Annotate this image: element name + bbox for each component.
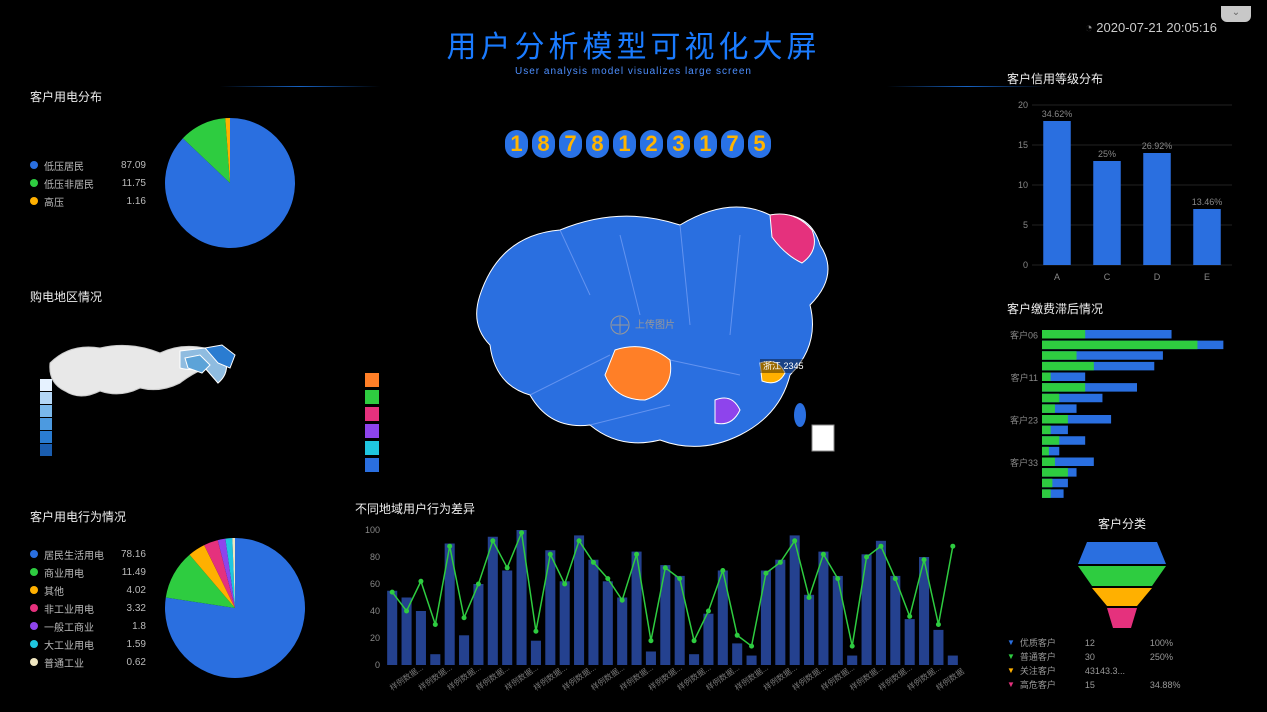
svg-text:0: 0 xyxy=(1023,260,1028,270)
legend-item: 居民生活用电78.16 xyxy=(30,547,146,562)
counter-digit: 3 xyxy=(667,130,690,158)
map-legend-swatch xyxy=(365,458,379,472)
legend-item: 商业用电11.49 xyxy=(30,565,146,580)
map-legend-swatch xyxy=(365,373,379,387)
map-legend xyxy=(365,370,379,475)
counter-digit: 8 xyxy=(532,130,555,158)
late-chart: 客户06 客户11 客户23 客户33 xyxy=(1007,325,1237,505)
svg-text:80: 80 xyxy=(370,552,380,562)
counter-digit: 1 xyxy=(694,130,717,158)
funnel-legend-item: ▼高危客户1534.88% xyxy=(1007,678,1237,691)
svg-text:0: 0 xyxy=(375,660,380,670)
panel-title: 客户信用等级分布 xyxy=(1007,70,1237,87)
svg-text:A: A xyxy=(1054,272,1060,282)
svg-text:D: D xyxy=(1154,272,1161,282)
svg-text:客户11: 客户11 xyxy=(1011,372,1038,383)
page-title-cn: 用户分析模型可视化大屏 xyxy=(0,22,1267,66)
svg-text:25%: 25% xyxy=(1098,149,1116,159)
header-decoration xyxy=(380,80,887,94)
svg-text:13.46%: 13.46% xyxy=(1192,197,1223,207)
legend-item: 其他4.02 xyxy=(30,583,146,598)
panel-credit: 客户信用等级分布 0 5 10 15 20 34.62% A 25% C 26.92% D 13.46… xyxy=(1007,70,1237,288)
svg-text:26.92%: 26.92% xyxy=(1142,141,1173,151)
svg-text:客户23: 客户23 xyxy=(1010,414,1038,425)
panel-title: 客户分类 xyxy=(1007,515,1237,532)
pie1-chart xyxy=(160,113,300,253)
legend-item: 一般工商业1.8 xyxy=(30,619,146,634)
counter-digit: 7 xyxy=(559,130,582,158)
counter-digit: 5 xyxy=(748,130,771,158)
panel-behavior-pie: 客户用电行为情况 居民生活用电78.16 商业用电11.49 其他4.02 非工业用电… xyxy=(30,508,340,683)
scale-swatch xyxy=(40,444,52,456)
scale-swatch xyxy=(40,405,52,417)
legend-item: 大工业用电1.59 xyxy=(30,637,146,652)
funnel-chart xyxy=(1062,540,1182,635)
panel-classify: 客户分类 ▼优质客户12100%▼普通客户30250%▼关注客户43143.3.… xyxy=(1007,515,1237,692)
panel-title: 购电地区情况 xyxy=(30,288,310,305)
map-legend-swatch xyxy=(365,441,379,455)
svg-text:34.62%: 34.62% xyxy=(1042,109,1073,119)
panel-title: 客户用电分布 xyxy=(30,88,310,105)
credit-chart: 0 5 10 15 20 34.62% A 25% C 26.92% D 13.46% E xyxy=(1007,95,1237,285)
svg-text:10: 10 xyxy=(1018,180,1028,190)
counter-digit: 7 xyxy=(721,130,744,158)
map-legend-swatch xyxy=(365,390,379,404)
pie2-legend: 居民生活用电78.16 商业用电11.49 其他4.02 非工业用电3.32 一般工商业… xyxy=(30,544,146,673)
map-legend-swatch xyxy=(365,424,379,438)
counter-display: 1878123175 xyxy=(505,130,771,158)
pie1-legend: 低压居民87.09 低压非居民11.75 高压1.16 xyxy=(30,155,146,212)
map-tooltip: 浙江 2345 xyxy=(763,360,804,371)
combo-chart: 020406080100样例数据...样例数据...样例数据...样例数据...… xyxy=(355,525,965,695)
funnel-legend: ▼优质客户12100%▼普通客户30250%▼关注客户43143.3...▼高危… xyxy=(1007,636,1237,691)
funnel-legend-item: ▼关注客户43143.3... xyxy=(1007,664,1237,677)
legend-item: 非工业用电3.32 xyxy=(30,601,146,616)
counter-digit: 1 xyxy=(505,130,528,158)
svg-text:5: 5 xyxy=(1023,220,1028,230)
legend-item: 高压1.16 xyxy=(30,194,146,209)
svg-text:60: 60 xyxy=(370,579,380,589)
scale-swatch xyxy=(40,379,52,391)
funnel-legend-item: ▼优质客户12100% xyxy=(1007,636,1237,649)
svg-text:C: C xyxy=(1104,272,1111,282)
counter-digit: 8 xyxy=(586,130,609,158)
panel-title: 客户用电行为情况 xyxy=(30,508,340,525)
svg-text:100: 100 xyxy=(365,525,380,535)
panel-region-behavior: 不同地域用户行为差异 020406080100样例数据...样例数据...样例数… xyxy=(355,500,965,698)
scale-swatch xyxy=(40,418,52,430)
scale-swatch xyxy=(40,392,52,404)
region-scale xyxy=(40,378,52,457)
china-map[interactable]: 上传图片 浙江 2345 xyxy=(440,175,860,475)
funnel-legend-item: ▼普通客户30250% xyxy=(1007,650,1237,663)
expand-button[interactable]: ⌄ xyxy=(1221,6,1251,22)
svg-text:20: 20 xyxy=(370,633,380,643)
region-minimap xyxy=(30,313,250,443)
legend-item: 普通工业0.62 xyxy=(30,655,146,670)
svg-text:客户06: 客户06 xyxy=(1010,329,1038,340)
upload-hint: 上传图片 xyxy=(635,318,675,331)
svg-text:20: 20 xyxy=(1018,100,1028,110)
panel-late: 客户缴费滞后情况 客户06 客户11 客户23 客户33 xyxy=(1007,300,1237,508)
page-header: 用户分析模型可视化大屏 User analysis model visualiz… xyxy=(0,22,1267,77)
scale-swatch xyxy=(40,431,52,443)
svg-text:E: E xyxy=(1204,272,1210,282)
pie2-chart xyxy=(160,533,310,683)
panel-title: 不同地域用户行为差异 xyxy=(355,500,965,517)
counter-digit: 1 xyxy=(613,130,636,158)
svg-text:15: 15 xyxy=(1018,140,1028,150)
legend-item: 低压非居民11.75 xyxy=(30,176,146,191)
counter-digit: 2 xyxy=(640,130,663,158)
panel-customer-power: 客户用电分布 低压居民87.09 低压非居民11.75 高压1.16 xyxy=(30,88,310,253)
svg-text:40: 40 xyxy=(370,606,380,616)
panel-title: 客户缴费滞后情况 xyxy=(1007,300,1237,317)
panel-region: 购电地区情况 xyxy=(30,288,310,446)
map-legend-swatch xyxy=(365,407,379,421)
legend-item: 低压居民87.09 xyxy=(30,158,146,173)
svg-text:客户33: 客户33 xyxy=(1010,457,1038,468)
